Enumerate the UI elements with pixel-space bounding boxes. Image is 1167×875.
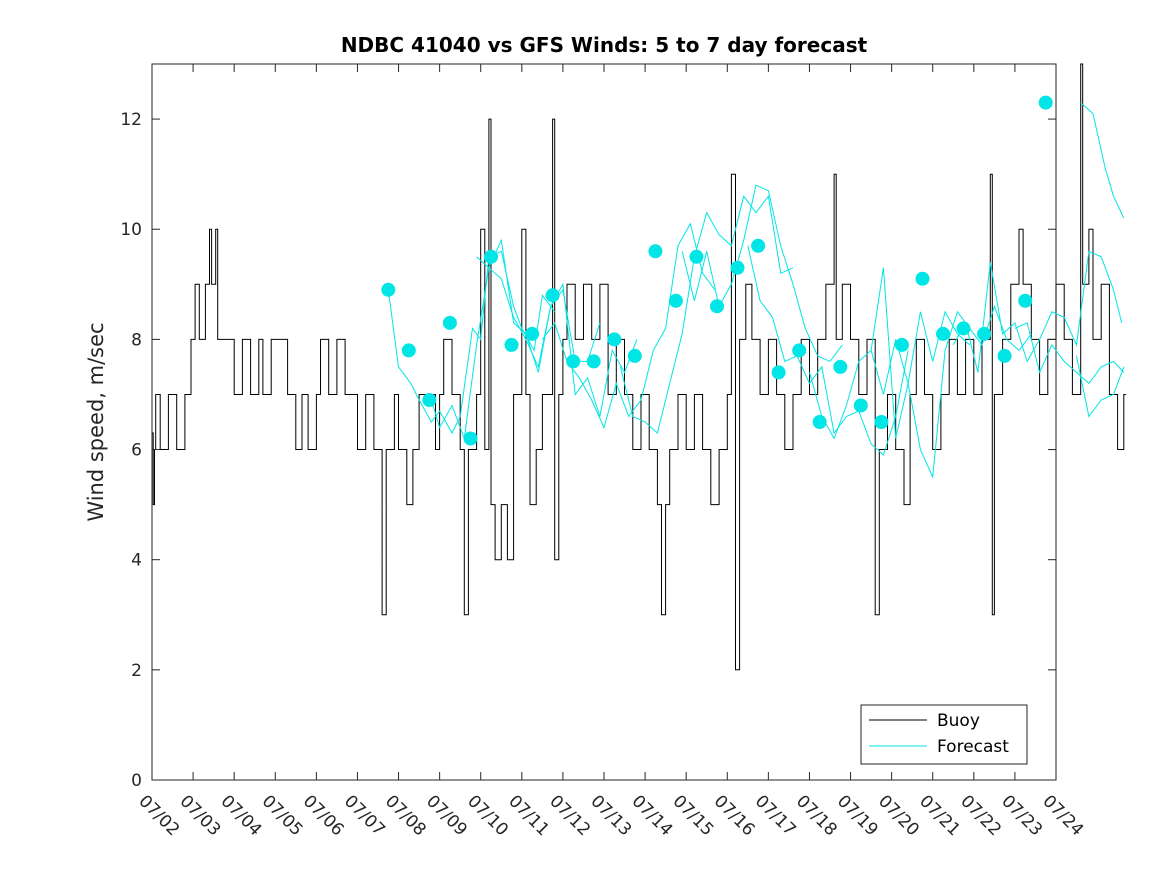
x-tick-label: 07/19: [833, 791, 882, 840]
forecast-point: [812, 415, 827, 429]
forecast-point: [751, 238, 766, 253]
legend-buoy-label: Buoy: [937, 711, 980, 731]
forecast-run-line: [1080, 102, 1125, 219]
x-tick-label: 07/02: [134, 791, 183, 840]
x-tick-label: 07/16: [710, 791, 759, 840]
x-tick-label: 07/17: [751, 791, 800, 840]
x-tick-label: 07/18: [792, 791, 841, 840]
forecast-point: [442, 315, 457, 330]
x-tick-label: 07/21: [915, 791, 964, 840]
forecast-point: [915, 271, 930, 286]
forecast-run-line: [747, 245, 909, 456]
forecast-run-line: [809, 267, 971, 440]
x-tick-label: 07/20: [874, 791, 923, 840]
forecast-point: [627, 348, 642, 363]
forecast-point: [956, 321, 971, 336]
forecast-point: [545, 288, 560, 303]
x-tick-label: 07/15: [669, 791, 718, 840]
x-tick-label: 07/22: [956, 791, 1005, 840]
forecast-run-line: [681, 184, 843, 363]
forecast-point: [771, 365, 786, 380]
forecast-point: [1018, 293, 1033, 308]
forecast-point: [668, 293, 683, 308]
y-axis: 0 2 4 6 8 10 12: [120, 110, 1056, 791]
forecast-point: [607, 332, 622, 347]
x-tick-label: 07/06: [299, 791, 348, 840]
forecast-point: [566, 354, 581, 369]
x-tick-label: 07/03: [176, 791, 225, 840]
x-tick-label: 07/10: [463, 791, 512, 840]
x-tick-label: 07/13: [586, 791, 635, 840]
forecast-point: [525, 326, 540, 341]
forecast-point: [648, 244, 663, 259]
buoy-line: [152, 63, 1126, 671]
forecast-point: [401, 343, 416, 358]
x-tick-label: 07/24: [1038, 791, 1087, 840]
x-tick-label: 07/04: [217, 791, 266, 840]
forecast-point: [484, 249, 498, 264]
legend-forecast-label: Forecast: [937, 737, 1009, 757]
buoy-series: [152, 63, 1126, 671]
forecast-point: [792, 343, 807, 358]
forecast-point: [504, 337, 519, 352]
y-tick-label: 8: [131, 330, 142, 350]
x-tick-label: 07/11: [504, 791, 553, 840]
forecast-point: [894, 337, 909, 352]
x-tick-label: 07/07: [340, 791, 389, 840]
forecast-point: [710, 299, 724, 314]
forecast-point: [689, 249, 704, 264]
forecast-point: [422, 393, 437, 407]
forecast-point: [1038, 95, 1053, 110]
forecast-run-line: [1076, 355, 1125, 418]
y-tick-label: 10: [120, 220, 142, 240]
x-tick-label: 07/14: [628, 791, 677, 840]
forecast-markers: [381, 95, 1053, 446]
forecast-run-line: [430, 266, 601, 439]
x-tick-label: 07/23: [997, 791, 1046, 840]
chart-title: NDBC 41040 vs GFS Winds: 5 to 7 day fore…: [341, 33, 868, 57]
forecast-point: [874, 415, 889, 429]
forecast-point: [997, 348, 1012, 363]
y-tick-label: 2: [131, 661, 142, 681]
y-axis-label: Wind speed, m/sec: [84, 322, 108, 521]
x-tick-label: 07/09: [422, 791, 471, 840]
forecast-run-line: [1014, 322, 1125, 385]
forecast-point: [730, 260, 745, 275]
forecast-point: [381, 282, 396, 297]
x-tick-label: 07/05: [258, 791, 307, 840]
x-tick-label: 07/08: [381, 791, 430, 840]
x-tick-label: 07/12: [545, 791, 594, 840]
forecast-point: [833, 359, 848, 374]
forecast-run-line: [619, 194, 794, 434]
legend-box: [860, 704, 1028, 765]
forecast-point: [936, 326, 950, 341]
forecast-point: [853, 398, 868, 413]
y-tick-label: 4: [131, 551, 142, 571]
plot-area: [151, 63, 1126, 781]
y-tick-label: 12: [120, 110, 142, 130]
forecast-point: [463, 431, 478, 446]
forecast-point: [977, 326, 992, 341]
legend: Buoy Forecast: [860, 704, 1028, 765]
plot-frame: [151, 63, 1057, 781]
forecast-point: [586, 354, 601, 369]
y-tick-label: 0: [131, 771, 142, 791]
y-tick-label: 6: [131, 441, 142, 461]
